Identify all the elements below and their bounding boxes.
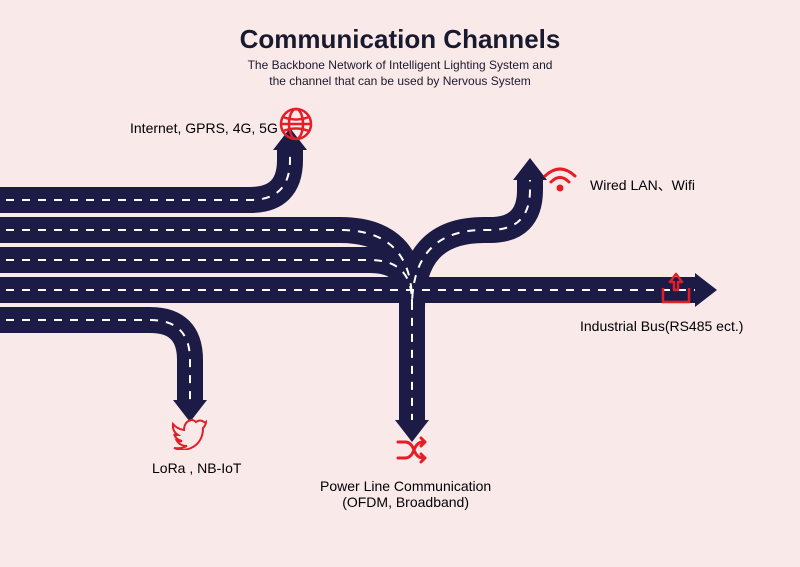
endpoint-label-industrial: Industrial Bus(RS485 ect.) [580, 318, 743, 334]
endpoint-label-plc: Power Line Communication (OFDM, Broadban… [320, 478, 491, 510]
shuffle-icon [395, 434, 433, 471]
plc-line2: (OFDM, Broadband) [342, 494, 469, 510]
globe-icon [278, 106, 314, 147]
plc-line1: Power Line Communication [320, 478, 491, 494]
wifi-icon [543, 166, 577, 199]
upload-icon [657, 270, 695, 313]
endpoint-label-internet: Internet, GPRS, 4G, 5G [130, 120, 278, 136]
bird-icon [170, 416, 208, 455]
endpoint-label-wifi: Wired LAN、Wifi [590, 175, 695, 195]
endpoint-label-lora: LoRa , NB-IoT [152, 460, 241, 476]
